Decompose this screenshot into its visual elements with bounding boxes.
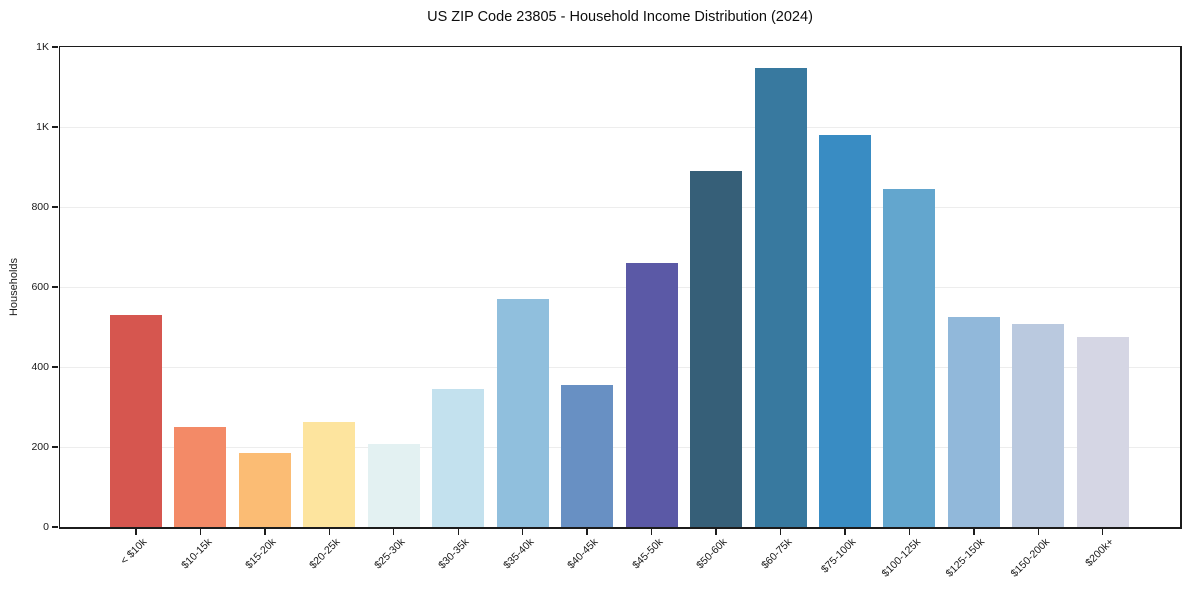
y-tick-mark [52,366,58,368]
axis-spine-right [1180,45,1182,529]
axis-spine-top [58,45,1182,47]
x-tick-mark [135,528,137,535]
x-tick-mark [393,528,395,535]
x-tick-label: $125-150k [943,536,988,580]
bar [1076,336,1129,527]
x-tick-mark [522,528,524,535]
y-tick-label: 1K [36,41,49,53]
x-tick-label: $20-25k [307,536,343,572]
y-tick-label: 400 [31,361,49,373]
x-tick-label: $50-60k [694,536,730,572]
x-tick-label: $15-20k [243,536,279,572]
x-tick-label: $200k+ [1083,536,1117,570]
bar [238,452,291,527]
y-tick-label: 0 [43,521,49,533]
bar [432,388,485,527]
bar [625,262,678,527]
gridline [60,446,1180,448]
x-tick-mark [779,528,782,535]
x-tick-label: $100-125k [879,536,923,580]
chart-title: US ZIP Code 23805 - Household Income Dis… [427,9,813,25]
bar [367,443,420,527]
x-tick-mark [199,528,202,535]
bar [110,315,162,527]
bar [174,427,227,527]
x-tick-mark [457,528,459,535]
x-tick-mark [844,528,846,535]
y-tick-mark [52,46,58,48]
x-tick-label: $35-40k [500,536,537,572]
y-tick-mark [52,446,58,448]
bar [883,189,936,527]
bar [1012,323,1065,527]
bar [496,299,549,527]
x-tick-label: $60-75k [758,536,794,572]
x-tick-label: $75-100k [818,536,859,576]
gridline [60,126,1180,128]
x-tick-label: $150-200k [1008,536,1052,580]
x-tick-mark [1102,528,1104,535]
x-tick-label: $10-15k [178,536,214,572]
x-tick-mark [264,528,266,535]
x-tick-mark [973,528,975,535]
axis-spine-bottom [58,527,1182,529]
gridline [60,206,1180,208]
x-tick-label: $45-50k [629,536,666,572]
gridline [60,286,1180,288]
bar [947,316,1000,527]
x-tick-mark [328,528,331,535]
x-tick-mark [650,528,653,535]
plot-area [60,47,1180,527]
x-tick-mark [908,528,911,535]
axis-spine-left [58,45,60,529]
x-tick-label: $40-45k [565,536,601,572]
y-tick-label: 600 [31,281,49,293]
y-tick-mark [52,286,58,288]
bar [690,170,743,527]
x-tick-label: $30-35k [436,536,472,572]
x-tick-label: $25-30k [371,536,408,572]
x-tick-mark [1037,528,1039,535]
bar [818,134,871,527]
bar [561,385,614,527]
x-tick-mark [586,528,588,535]
bar [754,67,807,527]
y-tick-mark [52,126,58,128]
bar [303,421,356,527]
y-tick-label: 200 [31,441,49,453]
y-tick-mark [52,206,58,208]
x-tick-label: < $10k [118,536,150,567]
x-tick-mark [715,528,717,535]
gridline [60,366,1180,368]
y-tick-label: 1K [36,121,49,133]
y-tick-label: 800 [31,201,49,213]
y-tick-mark [52,526,58,528]
